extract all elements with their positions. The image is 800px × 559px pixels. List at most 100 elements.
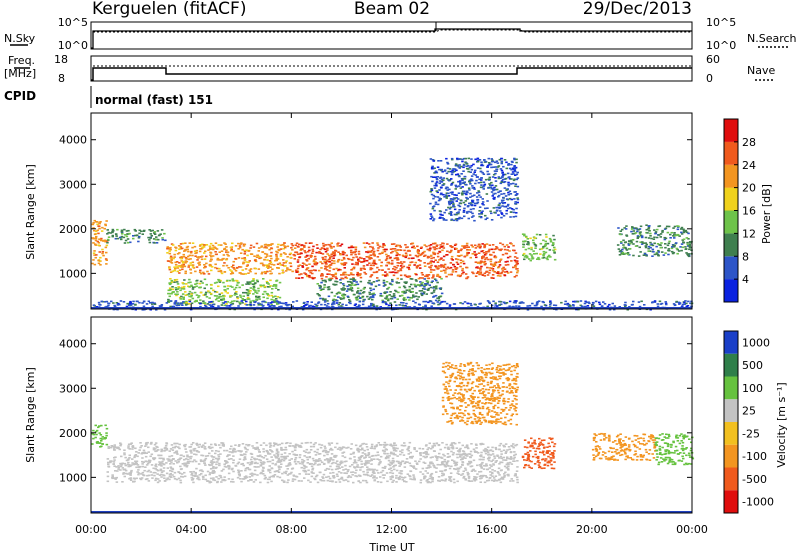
echo-cell: [229, 295, 232, 297]
echo-cell: [376, 277, 379, 279]
echo-cell: [646, 232, 649, 234]
echo-cell: [350, 453, 353, 455]
echo-cell: [276, 449, 279, 451]
echo-cell: [222, 295, 225, 297]
echo-cell: [275, 280, 278, 282]
echo-cell: [350, 272, 353, 274]
echo-cell: [278, 302, 281, 304]
echo-cell: [422, 301, 425, 303]
echo-cell: [439, 288, 442, 290]
echo-cell: [516, 479, 519, 481]
echo-cell: [154, 472, 157, 474]
freq-unit-label: [MHz]: [4, 67, 36, 80]
echo-cell: [358, 261, 361, 263]
echo-cell: [190, 251, 193, 253]
echo-cell: [391, 296, 394, 298]
echo-cell: [219, 294, 222, 296]
echo-cell: [150, 233, 153, 235]
echo-cell: [434, 249, 437, 251]
echo-cell: [362, 296, 365, 298]
echo-cell: [403, 297, 406, 299]
echo-cell: [265, 445, 268, 447]
echo-cell: [127, 462, 130, 464]
echo-cell: [411, 247, 414, 249]
echo-cell: [474, 245, 477, 247]
echo-cell: [385, 259, 388, 261]
echo-cell: [569, 305, 572, 307]
echo-cell: [648, 230, 651, 232]
echo-cell: [505, 213, 508, 215]
echo-cell: [241, 258, 244, 260]
echo-cell: [607, 306, 610, 308]
echo-cell: [435, 288, 438, 290]
echo-cell: [293, 475, 296, 477]
echo-cell: [176, 281, 179, 283]
echo-cell: [168, 260, 171, 262]
echo-cell: [667, 232, 670, 234]
echo-cell: [665, 301, 668, 303]
echo-cell: [371, 469, 374, 471]
echo-cell: [484, 244, 487, 246]
echo-cell: [155, 442, 158, 444]
echo-cell: [132, 238, 135, 240]
echo-cell: [214, 467, 217, 469]
echo-cell: [106, 259, 109, 261]
echo-cell: [303, 272, 306, 274]
echo-cell: [632, 243, 635, 245]
echo-cell: [382, 302, 385, 304]
colorbar-tick-label: 4: [742, 273, 749, 286]
echo-cell: [327, 480, 330, 482]
echo-cell: [246, 449, 249, 451]
echo-cell: [177, 302, 180, 304]
echo-cell: [163, 467, 166, 469]
y-tick-label: 1000: [59, 267, 87, 280]
echo-cell: [160, 458, 163, 460]
echo-cell: [204, 464, 207, 466]
echo-cell: [136, 301, 139, 303]
echo-cell: [464, 204, 467, 206]
echo-cell: [437, 160, 440, 162]
echo-cell: [427, 257, 430, 259]
echo-cell: [403, 442, 406, 444]
echo-cell: [419, 267, 422, 269]
echo-cell: [148, 229, 151, 231]
echo-cell: [356, 297, 359, 299]
echo-cell: [421, 295, 424, 297]
echo-cell: [97, 241, 100, 243]
colorbar-swatch: [724, 256, 738, 279]
echo-cell: [237, 298, 240, 300]
echo-cell: [385, 304, 388, 306]
echo-cell: [447, 453, 450, 455]
echo-cell: [330, 246, 333, 248]
echo-cell: [462, 303, 465, 305]
echo-cell: [305, 269, 308, 271]
echo-cell: [223, 289, 226, 291]
echo-cell: [339, 302, 342, 304]
echo-cell: [674, 226, 677, 228]
echo-cell: [363, 288, 366, 290]
echo-cell: [241, 300, 244, 302]
echo-cell: [271, 264, 274, 266]
echo-cell: [363, 299, 366, 301]
echo-cell: [242, 443, 245, 445]
echo-cell: [153, 475, 156, 477]
echo-cell: [96, 230, 99, 232]
echo-cell: [248, 469, 251, 471]
echo-cell: [247, 295, 250, 297]
echo-cell: [378, 259, 381, 261]
echo-cell: [625, 253, 628, 255]
echo-cell: [253, 286, 256, 288]
echo-cell: [290, 247, 293, 249]
echo-cell: [683, 302, 686, 304]
echo-cell: [377, 452, 380, 454]
echo-cell: [510, 243, 513, 245]
echo-cell: [370, 265, 373, 267]
echo-cell: [481, 203, 484, 205]
echo-cell: [498, 178, 501, 180]
echo-cell: [95, 254, 98, 256]
echo-cell: [376, 305, 379, 307]
echo-cell: [416, 265, 419, 267]
echo-cell: [451, 459, 454, 461]
echo-cell: [259, 473, 262, 475]
echo-cell: [368, 280, 371, 282]
